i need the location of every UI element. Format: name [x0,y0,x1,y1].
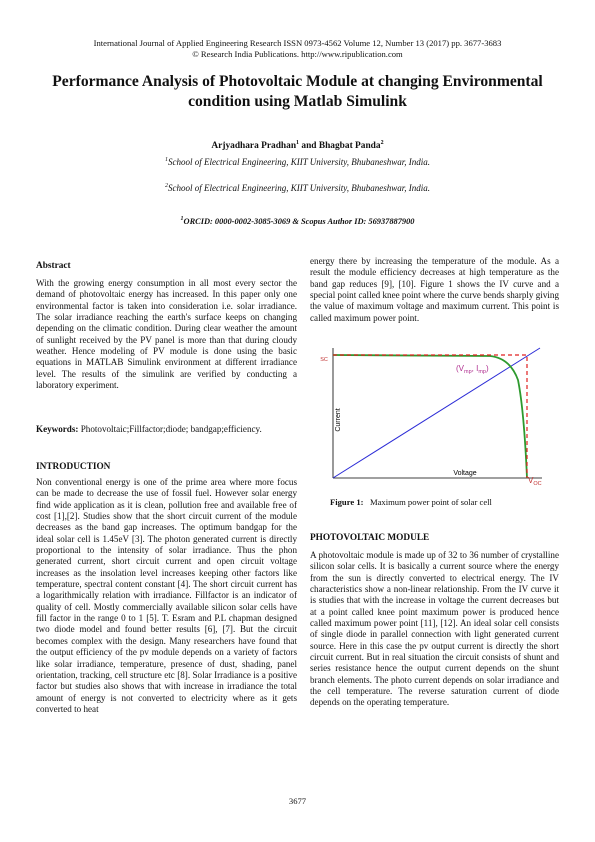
header-line: International Journal of Applied Enginee… [93,38,502,48]
mpp-sub: mp [478,369,486,375]
header-line: © Research India Publications. http://ww… [192,49,403,59]
figure-caption: Figure 1: Maximum power point of solar c… [330,497,492,507]
affiliation-sup: 1 [164,157,168,163]
orcid-text: ORCID: 0000-0002-3085-3069 & Scopus Auth… [183,216,415,226]
paper-title: Performance Analysis of Photovoltaic Mod… [52,73,543,110]
isc-sub: SC [320,357,328,363]
mpp-label: (Vmp, Imp) [456,364,489,375]
orcid: 1ORCID: 0000-0002-3085-3069 & Scopus Aut… [0,216,595,226]
pv-module-text: A photovoltaic module is made up of 32 t… [310,550,559,708]
introduction-continuation: energy there by increasing the temperatu… [310,256,559,323]
affiliation-text: School of Electrical Engineering, KIIT U… [167,183,431,193]
iv-curve-figure: ISC VOC (Vmp, Imp) Current Voltage [320,347,542,487]
authors: Arjyadhara Pradhan1 and Bhagbat Panda2 [0,140,595,151]
introduction-text: Non conventional energy is one of the pr… [36,477,297,714]
voc-label: VOC [528,476,542,487]
affiliation: 2School of Electrical Engineering, KIIT … [0,183,595,193]
mpp-part: ) [486,364,489,373]
y-axis-label: Current [335,408,342,431]
author: Arjyadhara Pradhan [211,141,297,152]
mpp-part: , I [472,364,479,373]
caption-label: Figure 1: [330,497,364,507]
author: Bhagbat Panda [318,141,381,152]
author-sup: 2 [380,140,384,146]
page-number: 3677 [288,796,307,806]
isc-label: ISC [320,352,328,363]
caption-text: Maximum power point of solar cell [369,497,492,507]
section-heading: PHOTOVOLTAIC MODULE [310,533,430,543]
affiliation: 1School of Electrical Engineering, KIIT … [0,157,595,167]
voc-sub: OC [533,481,541,487]
affiliation-sup: 2 [164,183,168,189]
author-sup: 1 [296,140,300,146]
orcid-sup: 1 [180,216,184,222]
voc-main: V [528,476,534,485]
iv-curve [332,354,528,479]
keywords-label: Keywords: [36,424,79,434]
abstract-text: With the growing energy consumption in a… [36,278,297,391]
power-line [332,347,541,479]
keywords: Keywords: Photovoltaic;Fillfactor;diode;… [36,424,297,435]
section-heading: Abstract [36,261,71,271]
journal-header: International Journal of Applied Enginee… [0,38,595,60]
mpp-sub: mp [464,369,472,375]
x-axis-label: Voltage [453,470,476,477]
mpp-guide [333,354,528,478]
keywords-text: Photovoltaic;Fillfactor;diode; bandgap;e… [80,424,262,434]
affiliation-text: School of Electrical Engineering, KIIT U… [167,157,431,167]
mpp-part: (V [456,364,465,373]
section-heading: INTRODUCTION [36,462,111,472]
author-joiner: and [299,141,319,152]
